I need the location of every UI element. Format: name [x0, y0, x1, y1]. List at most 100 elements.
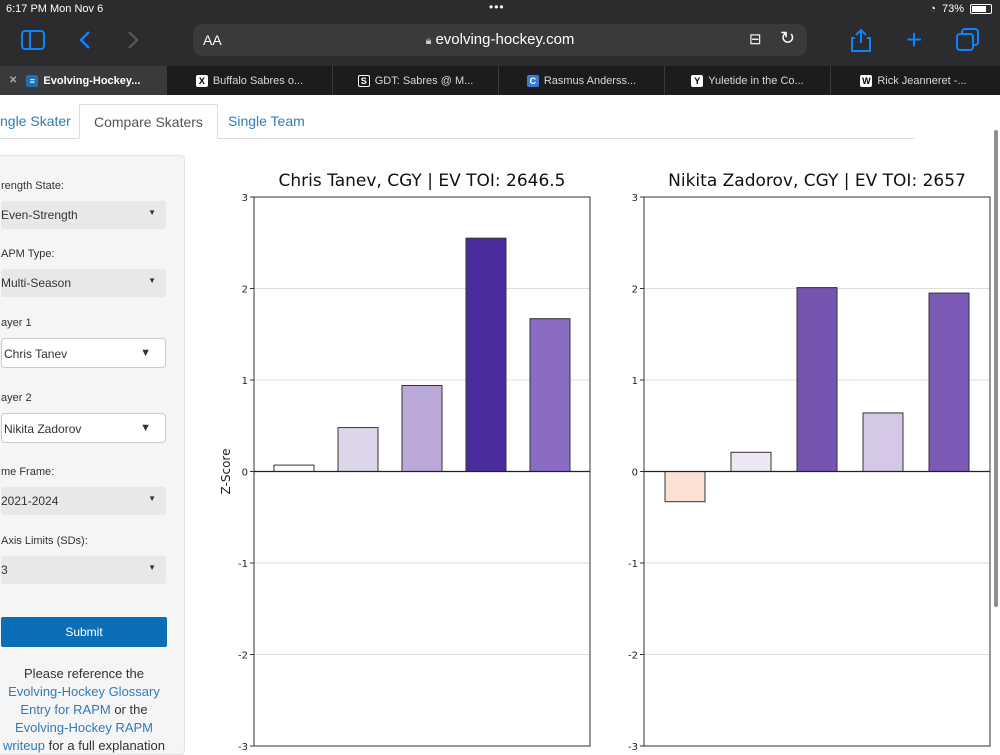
glossary-link[interactable]: Evolving-Hockey Glossary Entry for RAPM	[8, 684, 160, 717]
bar	[273, 464, 315, 473]
y-tick-label: -2	[628, 651, 638, 662]
wifi-icon: ◔	[929, 3, 936, 15]
status-right: ◔ 73%	[929, 3, 992, 15]
bar	[465, 237, 507, 472]
time-frame-label: me Frame:	[1, 466, 55, 478]
browser-tab[interactable]: ✕ ≡ Evolving-Hockey...	[0, 66, 166, 95]
browser-tab-bar: ✕ ≡ Evolving-Hockey... X Buffalo Sabres …	[0, 66, 1000, 95]
status-time: 6:17 PM Mon Nov 6	[6, 3, 104, 15]
url-display[interactable]: 🔒︎ evolving-hockey.com	[193, 31, 807, 48]
favicon-icon: ≡	[26, 74, 39, 87]
lock-icon: 🔒︎	[425, 35, 432, 47]
chart-player1: Chris Tanev, CGY | EV TOI: 2646.5 3 2 1 0 -1 -…	[219, 171, 591, 750]
favicon-icon: C	[526, 74, 539, 87]
time-frame-select[interactable]: 2021-2024 ▼	[1, 487, 166, 515]
address-bar[interactable]: AA 🔒︎ evolving-hockey.com ⊟ ↻	[193, 24, 807, 56]
tab-single-team[interactable]: Single Team	[228, 113, 305, 129]
tab-single-skater[interactable]: ngle Skater	[0, 113, 71, 129]
tab-title: GDT: Sabres @ M...	[374, 74, 474, 87]
y-tick-label: 2	[632, 285, 638, 296]
select-value: Even-Strength	[1, 208, 78, 222]
safari-toolbar: AA 🔒︎ evolving-hockey.com ⊟ ↻ +	[0, 20, 1000, 60]
select-value: 2021-2024	[1, 494, 59, 508]
bar	[401, 384, 443, 473]
caret-down-icon: ▼	[148, 276, 156, 285]
share-icon[interactable]	[846, 26, 876, 54]
browser-chrome: 6:17 PM Mon Nov 6 ••• ◔ 73% AA 🔒︎ evolvin…	[0, 0, 1000, 95]
axis-limits-select[interactable]: 3 ▼	[1, 556, 166, 584]
select-value: Chris Tanev	[4, 347, 68, 361]
y-tick-label: -1	[628, 559, 638, 570]
select-value: Multi-Season	[1, 276, 72, 290]
battery-icon	[970, 4, 992, 14]
player2-select[interactable]: Nikita Zadorov ▼	[1, 413, 166, 443]
player1-select[interactable]: Chris Tanev ▼	[1, 338, 166, 368]
favicon-icon: S	[357, 74, 370, 87]
favicon-icon: W	[860, 74, 873, 87]
tab-title: Evolving-Hockey...	[43, 74, 141, 87]
favicon-icon: Y	[691, 74, 704, 87]
browser-tab[interactable]: X Buffalo Sabres o...	[166, 66, 332, 95]
tab-title: Buffalo Sabres o...	[212, 74, 304, 87]
bar	[529, 318, 571, 472]
y-tick-label: 0	[632, 468, 638, 479]
bar	[730, 451, 772, 473]
y-tick-label: -3	[238, 742, 248, 750]
bar	[862, 412, 904, 473]
note-text: for a full explanation	[44, 738, 165, 753]
select-value: 3	[1, 563, 8, 577]
tab-title: Rasmus Anderss...	[543, 74, 637, 87]
y-tick-label: 0	[242, 468, 248, 479]
player2-label: ayer 2	[1, 392, 32, 404]
rapm-writeup-link[interactable]: Evolving-Hockey RAPM writeup	[3, 720, 153, 753]
y-tick-label: -2	[238, 651, 248, 662]
reload-icon[interactable]: ↻	[780, 28, 796, 48]
browser-tab[interactable]: W Rick Jeanneret -...	[830, 66, 996, 95]
page-tab-bar: ngle Skater Compare Skaters Single Team	[0, 104, 915, 139]
browser-tab[interactable]: C Rasmus Anderss...	[498, 66, 664, 95]
y-tick-label: 3	[242, 193, 248, 204]
rapm-type-select[interactable]: Multi-Season ▼	[1, 269, 166, 297]
y-axis-label: Z-Score	[219, 449, 233, 495]
back-icon[interactable]	[70, 26, 100, 54]
player1-label: ayer 1	[1, 317, 32, 329]
browser-tab[interactable]: Y Yuletide in the Co...	[664, 66, 830, 95]
url-text: evolving-hockey.com	[435, 31, 575, 48]
reader-aa-button[interactable]: AA	[203, 32, 222, 48]
close-tab-icon[interactable]: ✕	[9, 75, 18, 86]
y-tick-label: 1	[632, 376, 638, 387]
note-text: or the	[110, 702, 148, 717]
axis-limits-label: Axis Limits (SDs):	[1, 535, 88, 547]
strength-state-select[interactable]: Even-Strength ▼	[1, 201, 166, 229]
note-text: Please reference the	[24, 666, 144, 681]
browser-tab[interactable]: S GDT: Sabres @ M...	[332, 66, 498, 95]
rapm-type-label: APM Type:	[1, 248, 55, 260]
strength-state-label: rength State:	[1, 180, 64, 192]
bar	[796, 287, 838, 472]
page-scrollbar[interactable]	[994, 130, 998, 607]
caret-down-icon: ▼	[140, 422, 151, 434]
y-tick-label: -1	[238, 559, 248, 570]
status-bar: 6:17 PM Mon Nov 6 ••• ◔ 73%	[0, 0, 1000, 18]
forward-icon[interactable]	[118, 26, 148, 54]
favicon-icon: X	[195, 74, 208, 87]
sidebar-toggle-icon[interactable]	[18, 26, 48, 54]
y-tick-label: -3	[628, 742, 638, 750]
caret-down-icon: ▼	[148, 208, 156, 217]
chart-title: Chris Tanev, CGY | EV TOI: 2646.5	[279, 171, 566, 191]
caret-down-icon: ▼	[140, 347, 151, 359]
submit-button[interactable]: Submit	[1, 617, 167, 647]
y-tick-label: 3	[632, 193, 638, 204]
select-value: Nikita Zadorov	[4, 422, 82, 436]
new-tab-icon[interactable]: +	[905, 24, 923, 55]
y-tick-label: 2	[242, 285, 248, 296]
controls-sidebar: rength State: Even-Strength ▼ APM Type: M…	[0, 155, 185, 755]
reader-view-icon[interactable]: ⊟	[749, 31, 762, 48]
tabs-overview-icon[interactable]	[953, 26, 983, 54]
bar	[337, 427, 379, 472]
chart-title: Nikita Zadorov, CGY | EV TOI: 2657	[668, 171, 966, 191]
tab-title: Rick Jeanneret -...	[877, 74, 967, 87]
multitask-dots-icon[interactable]: •••	[489, 0, 505, 14]
tab-compare-skaters[interactable]: Compare Skaters	[79, 104, 218, 139]
help-note: Please reference the Evolving-Hockey Glo…	[1, 665, 167, 755]
